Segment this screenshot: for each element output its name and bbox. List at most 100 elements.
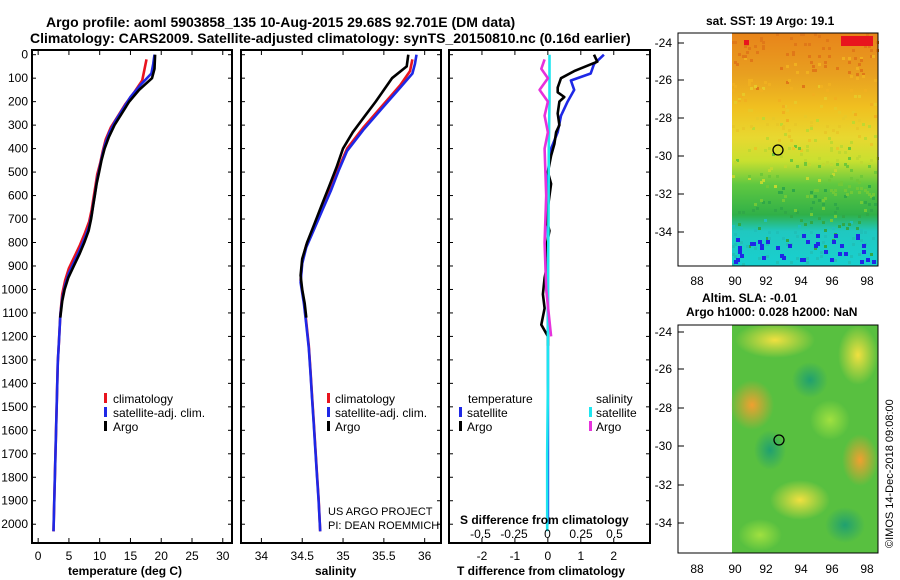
- sst-cold-pixel: [762, 256, 766, 260]
- sst-pixel: [834, 211, 837, 214]
- sst-pixel: [770, 167, 773, 170]
- sst-pixel: [868, 125, 871, 128]
- sst-pixel: [864, 189, 867, 192]
- sst-pixel: [762, 45, 765, 48]
- sst-pixel: [850, 169, 853, 172]
- sst-pixel: [858, 119, 861, 122]
- sst-pixel: [780, 67, 783, 70]
- y-tick-label: 200: [8, 95, 28, 109]
- sst-cold-pixel: [856, 234, 860, 238]
- sst-pixel: [870, 103, 873, 106]
- x-tick-label: 25: [185, 549, 199, 563]
- sst-pixel: [838, 125, 841, 128]
- sst-cold-pixel: [736, 238, 740, 242]
- sst-pixel: [838, 151, 841, 154]
- sla-blob: [810, 400, 850, 440]
- legend-climatology: climatology: [113, 392, 173, 406]
- sst-pixel: [824, 197, 827, 200]
- y-tick-label: 100: [8, 71, 28, 85]
- sst-pixel: [790, 139, 793, 142]
- sla-x-tick-label: 90: [728, 562, 742, 576]
- y-tick-label: 1300: [1, 353, 28, 367]
- sst-pixel: [860, 229, 863, 232]
- sst-x-tick-label: 96: [825, 274, 839, 288]
- sst-pixel: [832, 129, 835, 132]
- sst-pixel: [860, 239, 863, 242]
- sst-pixel: [860, 231, 863, 234]
- sla-map: [677, 322, 879, 554]
- sst-pixel: [744, 45, 747, 48]
- difference-legend: temperature satellite Argo salinity sate…: [459, 392, 637, 434]
- sst-pixel: [738, 211, 741, 214]
- sst-pixel: [828, 83, 831, 86]
- sst-pixel: [828, 55, 831, 58]
- sst-cold-pixel: [838, 252, 842, 256]
- sst-pixel: [738, 95, 741, 98]
- sst-pixel: [806, 149, 809, 152]
- y-tick-label: 900: [8, 259, 28, 273]
- sst-pixel: [798, 147, 801, 150]
- sst-pixel: [794, 231, 797, 234]
- y-tick-label: 1400: [1, 376, 28, 390]
- legend-climatology-swatch: [104, 393, 107, 403]
- sst-x-tick-label: 88: [690, 274, 704, 288]
- sst-pixel: [786, 239, 789, 242]
- sst-x-tick-label: 98: [860, 274, 874, 288]
- sst-y-tick-label: -32: [655, 187, 673, 201]
- sst-pixel: [794, 63, 797, 66]
- sst-pixel: [800, 219, 803, 222]
- sst-pixel: [864, 231, 867, 234]
- sst-pixel: [818, 179, 821, 182]
- sst-pixel: [746, 51, 749, 54]
- sla-blob: [735, 322, 815, 358]
- sst-pixel: [742, 55, 745, 58]
- sla-blob: [770, 480, 830, 520]
- sst-pixel: [838, 183, 841, 186]
- sst-pixel: [762, 47, 765, 50]
- sst-pixel: [854, 95, 857, 98]
- sst-pixel: [858, 253, 861, 256]
- sst-cold-pixel: [738, 250, 742, 254]
- sst-pixel: [852, 243, 855, 246]
- sst-pixel: [848, 57, 851, 60]
- sst-pixel: [834, 107, 837, 110]
- sst-pixel: [850, 141, 853, 144]
- sst-pixel: [868, 45, 871, 48]
- sst-pixel: [772, 117, 775, 120]
- sst-pixel: [842, 117, 845, 120]
- sst-pixel: [818, 85, 821, 88]
- sst-pixel: [834, 193, 837, 196]
- sst-pixel: [784, 133, 787, 136]
- sst-warm-pixel: [744, 40, 749, 45]
- sst-pixel: [862, 75, 865, 78]
- sst-pixel: [874, 79, 877, 82]
- sst-cold-pixel: [800, 258, 804, 262]
- sst-pixel: [778, 99, 781, 102]
- sst-pixel: [836, 147, 839, 150]
- sst-cold-pixel: [832, 240, 836, 244]
- x-tick-label: 0: [545, 549, 552, 563]
- sst-pixel: [848, 261, 851, 264]
- sst-pixel: [786, 109, 789, 112]
- sst-pixel: [834, 215, 837, 218]
- sst-pixel: [750, 109, 753, 112]
- x-tick-label: 15: [124, 549, 138, 563]
- y-tick-label: 300: [8, 118, 28, 132]
- sst-pixel: [868, 163, 871, 166]
- sst-pixel: [812, 69, 815, 72]
- sst-pixel: [846, 165, 849, 168]
- sst-pixel: [798, 225, 801, 228]
- sst-pixel: [782, 111, 785, 114]
- sst-pixel: [858, 155, 861, 158]
- sst-pixel: [858, 215, 861, 218]
- sst-pixel: [782, 237, 785, 240]
- sst-cold-pixel: [844, 252, 848, 256]
- sst-pixel: [816, 189, 819, 192]
- sst-pixel: [810, 231, 813, 234]
- sst-pixel: [874, 135, 877, 138]
- sst-pixel: [808, 139, 811, 142]
- sst-pixel: [766, 243, 769, 246]
- series-line-t-satellite: [546, 53, 605, 525]
- sst-pixel: [814, 247, 817, 250]
